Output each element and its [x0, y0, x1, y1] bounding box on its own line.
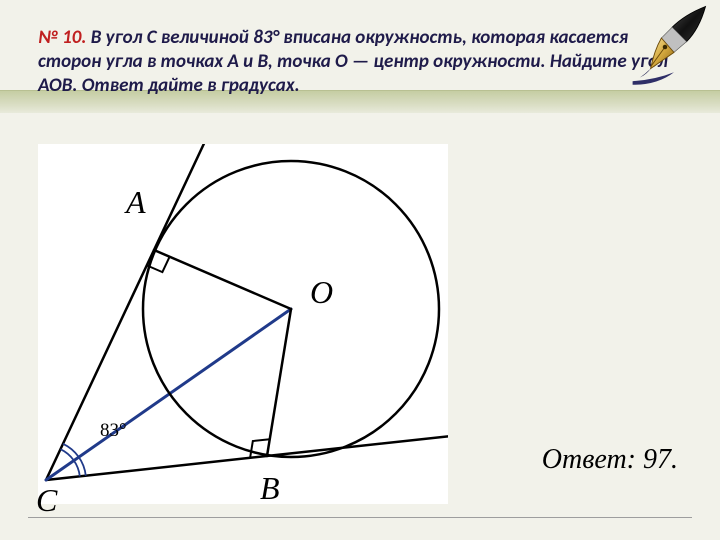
pen-icon [620, 2, 710, 92]
problem-text: № 10. В угол C величиной 83° вписана окр… [38, 26, 678, 97]
diagram-svg [38, 144, 448, 504]
label-A: A [126, 184, 146, 221]
problem-number: № 10. [38, 26, 86, 49]
problem-body: В угол C величиной 83° вписана окружност… [38, 26, 668, 97]
label-B: B [260, 470, 280, 507]
label-O: O [310, 274, 333, 311]
label-C: C [36, 482, 57, 519]
geometry-diagram: A O B C 83° [38, 144, 448, 504]
answer-prefix: Ответ: [542, 444, 636, 475]
answer-value: 97. [643, 444, 678, 475]
angle-value-label: 83° [100, 420, 127, 442]
answer-text: Ответ: 97. [542, 444, 678, 476]
footer-divider [28, 517, 692, 518]
